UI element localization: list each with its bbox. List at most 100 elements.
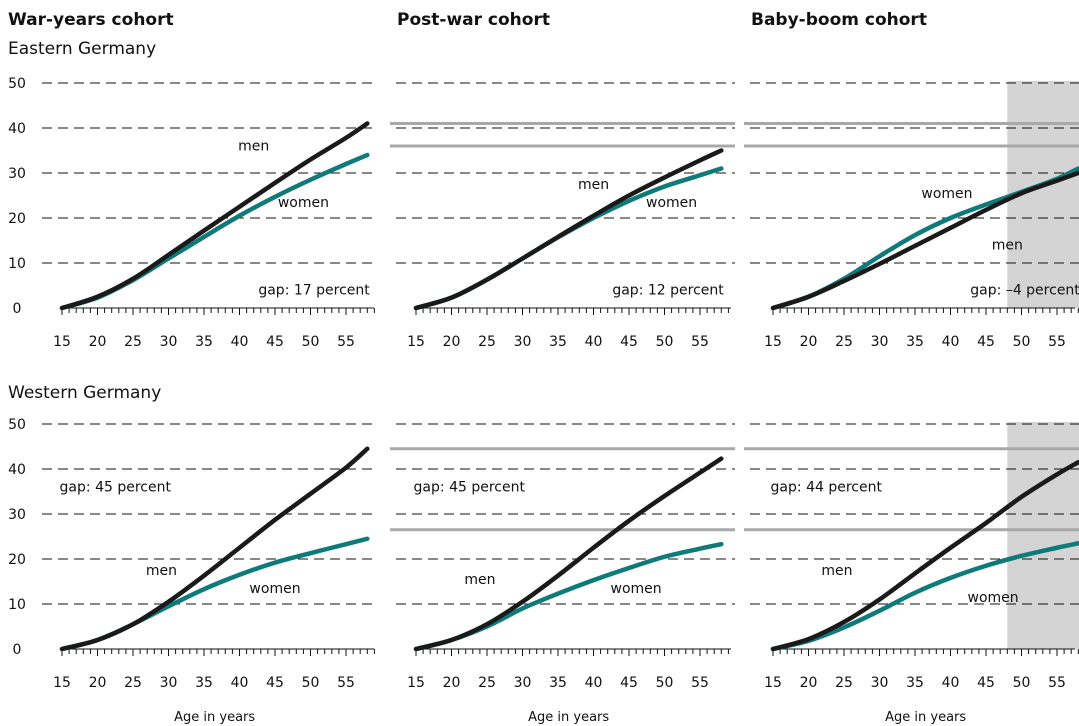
x-tick-label: 40 bbox=[942, 334, 960, 350]
series-label-women: women bbox=[278, 195, 329, 211]
x-tick-label: 20 bbox=[89, 675, 107, 691]
series-label-men: men bbox=[578, 177, 609, 193]
x-tick-label: 30 bbox=[160, 675, 178, 691]
x-tick-label: 20 bbox=[89, 334, 107, 350]
series-line-women bbox=[770, 541, 1079, 652]
x-tick-label: 20 bbox=[800, 675, 818, 691]
cohort-heading-war-years: War-years cohort bbox=[8, 10, 174, 30]
x-tick-label: 40 bbox=[942, 675, 960, 691]
x-tick-label: 50 bbox=[1013, 675, 1031, 691]
x-tick-label: 45 bbox=[266, 334, 284, 350]
x-tick-label: 30 bbox=[160, 334, 178, 350]
x-axis-label: Age in years bbox=[174, 710, 255, 725]
x-tick-label: 30 bbox=[871, 334, 889, 350]
y-tick-label: 0 bbox=[13, 301, 22, 317]
x-tick-label: 50 bbox=[302, 334, 320, 350]
cohort-heading-post-war: Post-war cohort bbox=[397, 10, 550, 30]
y-tick-label: 50 bbox=[8, 76, 26, 92]
x-tick-label: 45 bbox=[620, 675, 638, 691]
panel-2: 15 20 25 30 35 40 45 50 55 gap: –4 percent bbox=[744, 81, 1079, 350]
x-tick-label: 45 bbox=[266, 675, 284, 691]
x-tick-label: 25 bbox=[478, 334, 496, 350]
gap-annotation: gap: 12 percent bbox=[612, 283, 724, 299]
y-tick-label: 20 bbox=[8, 211, 26, 227]
x-tick-label: 25 bbox=[124, 334, 142, 350]
x-tick-label: 35 bbox=[549, 334, 567, 350]
x-tick-label: 40 bbox=[231, 334, 249, 350]
x-tick-label: 45 bbox=[620, 334, 638, 350]
x-tick-label: 50 bbox=[656, 334, 674, 350]
x-tick-label: 45 bbox=[977, 334, 995, 350]
panel-3: 0 10 20 30 40 50 15 20 25 30 35 40 45 50 55 Age in year… bbox=[8, 417, 378, 725]
series-label-women: women bbox=[968, 590, 1019, 606]
y-tick-label: 50 bbox=[8, 417, 26, 433]
x-tick-label: 15 bbox=[764, 675, 782, 691]
x-tick-label: 35 bbox=[549, 675, 567, 691]
x-tick-label: 15 bbox=[53, 334, 71, 350]
x-tick-label: 15 bbox=[407, 334, 425, 350]
series-label-men: men bbox=[238, 139, 269, 155]
series-label-men: men bbox=[146, 563, 177, 579]
y-tick-label: 30 bbox=[8, 166, 26, 182]
series-line-men bbox=[770, 460, 1079, 652]
series-line-women bbox=[413, 541, 724, 652]
gap-annotation: gap: –4 percent bbox=[970, 283, 1079, 299]
x-tick-label: 25 bbox=[124, 675, 142, 691]
x-tick-label: 55 bbox=[337, 334, 355, 350]
x-tick-label: 15 bbox=[407, 675, 425, 691]
x-tick-label: 55 bbox=[337, 675, 355, 691]
region-heading-eastern: Eastern Germany bbox=[8, 39, 156, 59]
panel-1: 15 20 25 30 35 40 45 50 55 gap: 12 percent bbox=[390, 82, 735, 350]
gap-annotation: gap: 17 percent bbox=[258, 283, 370, 299]
series-label-men: men bbox=[992, 238, 1023, 254]
series-label-women: women bbox=[611, 581, 662, 597]
x-axis-label: Age in years bbox=[885, 710, 966, 725]
x-tick-label: 55 bbox=[1048, 675, 1066, 691]
y-tick-label: 20 bbox=[8, 552, 26, 568]
x-tick-label: 30 bbox=[514, 675, 532, 691]
shaded-region bbox=[1007, 422, 1079, 649]
x-tick-label: 30 bbox=[514, 334, 532, 350]
x-tick-label: 25 bbox=[478, 675, 496, 691]
x-tick-label: 20 bbox=[800, 334, 818, 350]
x-tick-label: 45 bbox=[977, 675, 995, 691]
y-tick-label: 30 bbox=[8, 507, 26, 523]
series-line-men bbox=[770, 170, 1079, 311]
series-line-women bbox=[59, 536, 370, 652]
x-tick-label: 35 bbox=[906, 675, 924, 691]
x-tick-label: 55 bbox=[691, 334, 709, 350]
x-tick-label: 15 bbox=[53, 675, 71, 691]
gap-annotation: gap: 45 percent bbox=[414, 480, 526, 496]
x-tick-label: 35 bbox=[195, 334, 213, 350]
series-line-men bbox=[413, 148, 724, 311]
x-tick-label: 55 bbox=[1048, 334, 1066, 350]
x-tick-label: 35 bbox=[195, 675, 213, 691]
y-tick-label: 10 bbox=[8, 256, 26, 272]
x-tick-label: 20 bbox=[443, 675, 461, 691]
x-tick-label: 50 bbox=[302, 675, 320, 691]
cohort-heading-baby-boom: Baby-boom cohort bbox=[751, 10, 927, 30]
series-label-women: women bbox=[646, 195, 697, 211]
x-tick-label: 40 bbox=[231, 675, 249, 691]
x-tick-label: 50 bbox=[1013, 334, 1031, 350]
x-tick-label: 25 bbox=[835, 334, 853, 350]
y-tick-label: 40 bbox=[8, 121, 26, 137]
series-label-women: women bbox=[249, 581, 300, 597]
series-line-men bbox=[59, 446, 370, 652]
panel-4: 15 20 25 30 35 40 45 50 55 Age in years gap: 45 pe… bbox=[390, 423, 735, 725]
y-tick-label: 10 bbox=[8, 597, 26, 613]
region-heading-western: Western Germany bbox=[8, 383, 161, 403]
y-tick-label: 40 bbox=[8, 462, 26, 478]
series-line-men bbox=[413, 456, 724, 652]
gap-annotation: gap: 45 percent bbox=[60, 480, 172, 496]
series-label-men: men bbox=[821, 563, 852, 579]
x-tick-label: 55 bbox=[691, 675, 709, 691]
x-tick-label: 40 bbox=[585, 675, 603, 691]
x-tick-label: 30 bbox=[871, 675, 889, 691]
x-tick-label: 25 bbox=[835, 675, 853, 691]
x-axis-label: Age in years bbox=[528, 710, 609, 725]
x-tick-label: 20 bbox=[443, 334, 461, 350]
x-tick-label: 40 bbox=[585, 334, 603, 350]
x-tick-label: 50 bbox=[656, 675, 674, 691]
